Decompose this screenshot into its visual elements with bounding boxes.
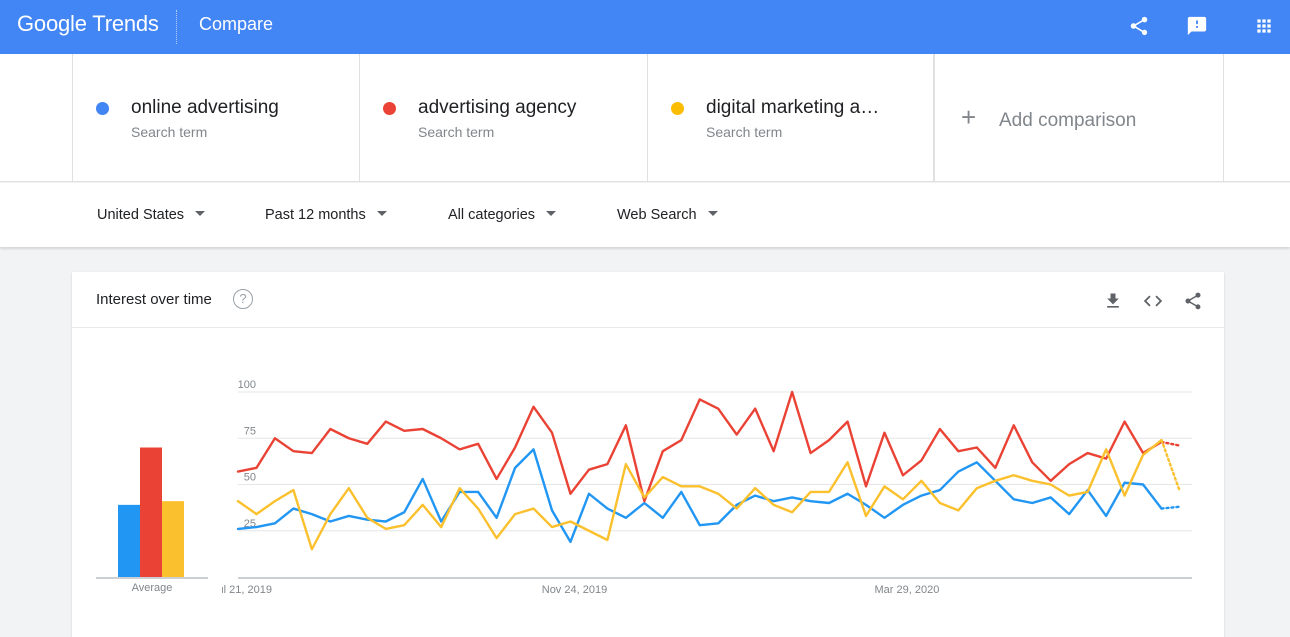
- average-bar-1: [118, 504, 140, 577]
- region-label: United States: [97, 207, 185, 223]
- term-color-dot: [671, 102, 684, 115]
- time-range-dropdown[interactable]: Past 12 months: [265, 207, 387, 223]
- term-name[interactable]: advertising agency: [418, 97, 577, 118]
- dropdown-arrow-icon: [195, 210, 206, 216]
- term-type: Search term: [418, 124, 495, 140]
- y-tick-label: 75: [244, 425, 256, 437]
- term-card-2[interactable]: advertising agency Search term: [360, 54, 648, 182]
- top-app-bar: Google Trends Compare: [0, 0, 1290, 54]
- download-icon[interactable]: [1101, 289, 1125, 313]
- apps-grid-icon[interactable]: [1251, 13, 1277, 39]
- region-dropdown[interactable]: United States: [97, 207, 206, 223]
- term-type: Search term: [706, 124, 783, 140]
- series-line-3: [236, 438, 1163, 551]
- search-type-label: Web Search: [617, 207, 697, 223]
- series-partial-segment-3: [1160, 438, 1182, 494]
- card-title: Interest over time: [96, 291, 212, 308]
- x-tick-label: Jul 21, 2019: [222, 584, 272, 596]
- term-card-3[interactable]: digital marketing a… Search term: [648, 54, 934, 182]
- embed-code-icon[interactable]: [1141, 289, 1165, 313]
- interest-over-time-card: Interest over time ? Average 255075100Ju…: [72, 272, 1224, 637]
- page-title: Compare: [199, 14, 274, 34]
- term-color-dot: [383, 102, 396, 115]
- header-divider: [176, 10, 177, 44]
- plus-icon: +: [961, 102, 977, 132]
- average-bar-3: [162, 501, 184, 577]
- search-type-dropdown[interactable]: Web Search: [617, 207, 718, 223]
- dropdown-arrow-icon: [707, 210, 718, 216]
- average-label: Average: [132, 582, 173, 594]
- logo-google-text: Google: [17, 11, 87, 36]
- average-bar-chart: Average: [96, 447, 208, 594]
- term-name[interactable]: digital marketing a…: [706, 97, 880, 118]
- series-partial-segment-1: [1160, 505, 1182, 510]
- y-tick-label: 100: [238, 379, 256, 391]
- term-color-dot: [96, 102, 109, 115]
- average-bar-2: [140, 447, 162, 577]
- dropdown-arrow-icon: [546, 210, 557, 216]
- term-card-1[interactable]: online advertising Search term: [72, 54, 360, 182]
- dropdown-arrow-icon: [376, 210, 387, 216]
- share-icon[interactable]: [1181, 289, 1205, 313]
- term-name[interactable]: online advertising: [131, 97, 279, 118]
- x-tick-label: Nov 24, 2019: [542, 584, 607, 596]
- google-trends-logo[interactable]: Google Trends: [17, 11, 159, 37]
- series-line-2: [236, 390, 1163, 503]
- term-type: Search term: [131, 124, 208, 140]
- series-partial-segment-2: [1160, 440, 1182, 447]
- filters-bar: United States Past 12 months All categor…: [0, 183, 1290, 247]
- series-line-1: [236, 448, 1163, 544]
- logo-trends-text: Trends: [92, 11, 159, 36]
- share-icon[interactable]: [1126, 13, 1152, 39]
- comparison-terms-bar: online advertising Search term advertisi…: [0, 54, 1290, 182]
- add-comparison-button[interactable]: + Add comparison: [934, 54, 1224, 182]
- x-tick-label: Mar 29, 2020: [875, 584, 940, 596]
- y-tick-label: 50: [244, 472, 256, 484]
- category-label: All categories: [448, 207, 536, 223]
- help-icon[interactable]: ?: [233, 289, 253, 309]
- card-header: Interest over time ?: [72, 272, 1224, 328]
- feedback-icon[interactable]: [1184, 13, 1210, 39]
- time-range-label: Past 12 months: [265, 207, 366, 223]
- add-comparison-label: Add comparison: [999, 110, 1137, 131]
- category-dropdown[interactable]: All categories: [448, 207, 557, 223]
